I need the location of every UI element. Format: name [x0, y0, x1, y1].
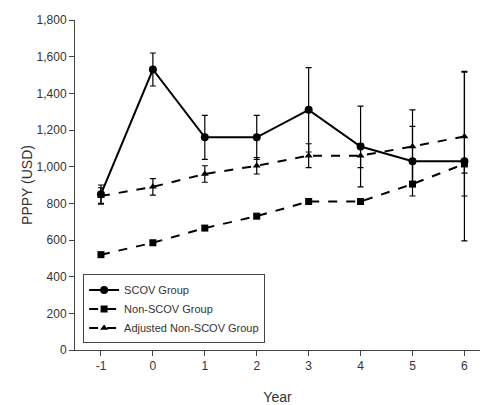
svg-text:1: 1: [201, 359, 208, 373]
svg-text:Adjusted Non-SCOV Group: Adjusted Non-SCOV Group: [124, 322, 259, 334]
svg-text:200: 200: [47, 307, 67, 321]
svg-text:1,800: 1,800: [37, 13, 67, 27]
svg-text:4: 4: [357, 359, 364, 373]
svg-text:Non-SCOV Group: Non-SCOV Group: [124, 303, 213, 315]
svg-text:0: 0: [150, 359, 157, 373]
svg-text:1,400: 1,400: [37, 87, 67, 101]
svg-text:SCOV Group: SCOV Group: [124, 284, 189, 296]
svg-text:PPPY (USD): PPPY (USD): [19, 145, 35, 225]
svg-text:800: 800: [47, 197, 67, 211]
svg-text:1,600: 1,600: [37, 50, 67, 64]
svg-text:Year: Year: [263, 389, 292, 405]
svg-text:400: 400: [47, 270, 67, 284]
svg-text:3: 3: [305, 359, 312, 373]
svg-text:6: 6: [461, 359, 468, 373]
svg-text:2: 2: [253, 359, 260, 373]
svg-text:600: 600: [47, 233, 67, 247]
svg-text:1,000: 1,000: [37, 160, 67, 174]
svg-text:0: 0: [60, 343, 67, 357]
svg-text:-1: -1: [96, 359, 107, 373]
svg-text:1,200: 1,200: [37, 123, 67, 137]
svg-text:5: 5: [409, 359, 416, 373]
